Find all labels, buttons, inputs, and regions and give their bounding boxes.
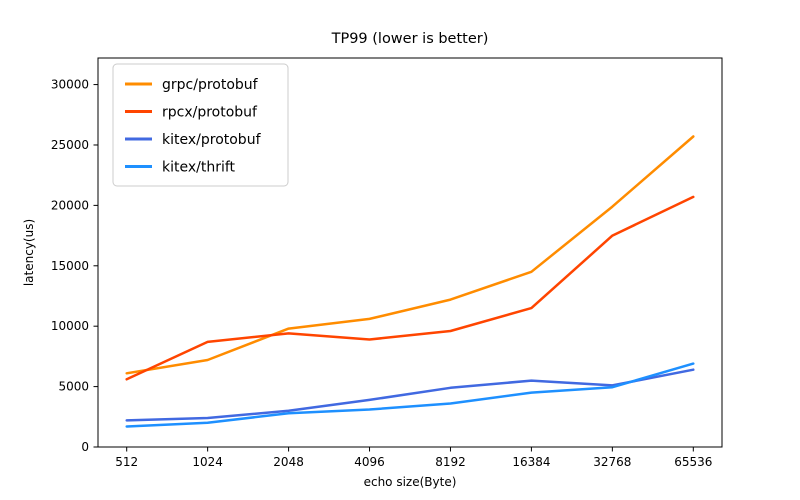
series-line-grpc-protobuf — [125, 135, 695, 375]
legend: grpc/protobuf rpcx/protobuf kitex/protobuf… — [112, 63, 289, 187]
axis-ticks: 0 5000 10000 15000 20000 25000 30000 512 1024 204… — [51, 78, 713, 469]
series-line-kitex-protobuf — [125, 368, 695, 422]
legend-item-label: kitex/thrift — [162, 160, 236, 176]
x-tick-label: 8192 — [435, 455, 466, 469]
y-tick-label: 20000 — [51, 198, 89, 212]
legend-box — [112, 63, 289, 187]
x-tick-label: 2048 — [273, 455, 304, 469]
y-tick-label: 10000 — [51, 319, 89, 333]
chart-title: TP99 (lower is better) — [331, 31, 489, 47]
y-tick-label: 0 — [81, 440, 89, 454]
y-tick-label: 15000 — [51, 259, 89, 273]
data-series — [125, 135, 695, 428]
y-tick-label: 5000 — [58, 380, 89, 394]
x-tick-label: 1024 — [192, 455, 223, 469]
x-tick-label: 4096 — [354, 455, 385, 469]
plot-area — [97, 57, 723, 448]
plot-border — [97, 57, 723, 448]
legend-item-label: kitex/protobuf — [162, 132, 262, 148]
series-line-kitex-thrift — [125, 362, 695, 428]
series-line-rpcx-protobuf — [125, 195, 695, 381]
y-tick-label: 25000 — [51, 138, 89, 152]
x-tick-label: 16384 — [512, 455, 550, 469]
x-tick-label: 512 — [115, 455, 138, 469]
x-axis-label: echo size(Byte) — [364, 475, 457, 489]
legend-item-label: grpc/protobuf — [162, 77, 259, 93]
y-axis-label: latency(us) — [22, 219, 36, 286]
y-tick-label: 30000 — [51, 78, 89, 92]
x-tick-label: 32768 — [593, 455, 631, 469]
legend-item-label: rpcx/protobuf — [162, 105, 258, 121]
x-tick-label: 65536 — [674, 455, 712, 469]
